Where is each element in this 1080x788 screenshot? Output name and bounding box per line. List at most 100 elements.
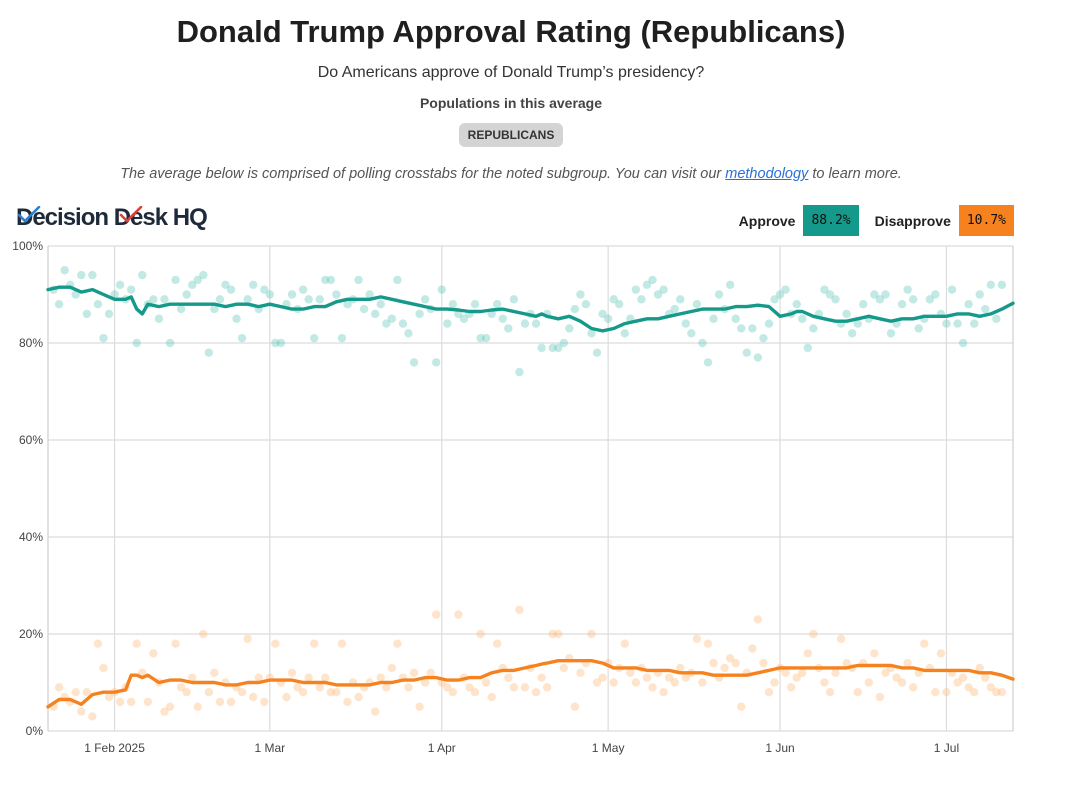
- ddhq-logo: Decision Desk HQ: [16, 203, 208, 233]
- approve-poll-dot: [132, 338, 141, 348]
- page-title: Donald Trump Approval Rating (Republican…: [176, 14, 846, 49]
- population-pill-republicans[interactable]: REPUBLICANS: [458, 123, 564, 147]
- approve-poll-dot: [798, 314, 807, 323]
- disapprove-poll-dot: [371, 707, 380, 716]
- approve-poll-dot: [565, 324, 574, 333]
- approve-poll-dot: [886, 329, 896, 338]
- disapprove-poll-dot: [559, 663, 568, 673]
- approve-poll-dot: [942, 319, 951, 328]
- disapprove-poll-dot: [210, 668, 219, 677]
- disapprove-poll-dot: [426, 668, 435, 677]
- approve-poll-dot: [476, 333, 485, 343]
- approve-poll-dot: [60, 266, 69, 275]
- approve-poll-dot: [437, 285, 446, 294]
- disapprove-poll-dot: [315, 683, 324, 692]
- disapprove-poll-dot: [531, 688, 541, 697]
- disapprove-poll-dot: [271, 639, 280, 648]
- disapprove-poll-dot: [609, 678, 618, 687]
- approve-poll-dot: [554, 343, 563, 353]
- disapprove-poll-dot: [387, 663, 397, 673]
- axis-labels-layer: 0% 20% 40% 60% 80% 100% 1 Feb 2025 1 Mar 1 Apr 1 …: [12, 239, 959, 755]
- disapprove-poll-dot: [659, 688, 668, 697]
- disapprove-poll-dot: [958, 673, 968, 682]
- approve-poll-dot: [842, 309, 851, 319]
- disapprove-poll-dot: [759, 658, 768, 668]
- approve-poll-dot: [420, 295, 430, 304]
- disapprove-poll-dot: [831, 668, 840, 677]
- disapprove-poll-dot: [908, 683, 918, 692]
- disapprove-poll-dot: [143, 697, 153, 707]
- disapprove-poll-dot: [443, 683, 452, 692]
- x-tick-label: 1 Jun: [765, 741, 794, 755]
- approve-poll-dot: [981, 304, 990, 314]
- disapprove-poll-dot: [71, 688, 80, 697]
- disapprove-poll-dot: [454, 610, 463, 619]
- disapprove-poll-dot: [537, 673, 546, 682]
- disapprove-poll-dot: [764, 688, 774, 697]
- disapprove-poll-dot: [997, 688, 1007, 697]
- approve-poll-dot: [271, 338, 280, 348]
- approve-poll-dot: [908, 295, 918, 304]
- y-tick-label: 40%: [19, 530, 43, 544]
- approve-poll-dot: [847, 329, 857, 338]
- approve-poll-dot: [781, 285, 790, 294]
- approve-poll-dot: [77, 270, 86, 280]
- disapprove-poll-dot: [282, 692, 291, 702]
- approve-poll-dot: [249, 280, 258, 289]
- disapprove-poll-dot: [187, 673, 197, 682]
- disapprove-poll-dot: [986, 683, 996, 692]
- disapprove-poll-dot: [692, 634, 702, 644]
- approve-poll-dot: [831, 295, 840, 304]
- approve-poll-dot: [615, 300, 624, 309]
- page-subtitle: Do Americans approve of Donald Trump’s p…: [317, 64, 705, 81]
- approve-poll-dot: [193, 275, 202, 285]
- approve-poll-dot: [165, 338, 175, 348]
- populations-heading: Populations in this average: [419, 95, 603, 111]
- disapprove-poll-dot: [648, 683, 657, 692]
- approve-poll-dot: [321, 275, 330, 285]
- disapprove-poll-dot: [304, 673, 313, 682]
- approve-poll-dot: [82, 309, 92, 319]
- approve-poll-dot: [687, 329, 696, 338]
- approve-poll-dot: [154, 314, 164, 323]
- approve-poll-dot: [742, 348, 751, 357]
- approve-poll-dot: [359, 304, 369, 314]
- disapprove-poll-dot: [698, 678, 707, 687]
- x-tick-label: 1 May: [592, 741, 625, 755]
- disapprove-poll-dot: [415, 702, 424, 711]
- approve-poll-dot: [354, 275, 363, 285]
- approve-poll-dot: [953, 319, 962, 328]
- approve-poll-dot: [653, 290, 663, 299]
- disapprove-poll-dot: [243, 634, 252, 644]
- disapprove-poll-dot: [842, 658, 851, 668]
- approve-poll-dot: [376, 300, 385, 309]
- population-pill-wrap: REPUBLICANS: [0, 123, 1022, 147]
- approve-poll-dot: [603, 314, 613, 323]
- disapprove-poll-dot: [509, 683, 519, 692]
- disapprove-poll-dot: [409, 668, 419, 677]
- disapprove-poll-dot: [132, 639, 141, 648]
- disapprove-poll-dot: [737, 702, 746, 711]
- disapprove-poll-dot: [936, 649, 946, 658]
- approve-poll-dot: [925, 295, 935, 304]
- approve-poll-dot: [515, 367, 524, 377]
- disapprove-poll-dot: [592, 678, 602, 687]
- disapprove-poll-dot: [964, 683, 973, 692]
- approve-poll-dot: [559, 338, 568, 348]
- disapprove-poll-dot: [321, 673, 330, 682]
- approve-poll-dot: [931, 290, 940, 299]
- approve-poll-dot: [520, 319, 530, 328]
- approve-poll-dot: [737, 324, 746, 333]
- approve-poll-dot: [260, 285, 269, 294]
- approve-poll-dot: [104, 309, 114, 319]
- disapprove-poll-dot: [875, 692, 885, 702]
- approve-poll-dot: [470, 300, 480, 309]
- approve-poll-dot: [199, 270, 208, 280]
- disapprove-poll-dot: [631, 678, 641, 687]
- methodology-link[interactable]: methodology: [725, 166, 809, 182]
- disapprove-poll-dot: [897, 678, 907, 687]
- approve-poll-dot: [393, 275, 402, 285]
- disapprove-poll-dot: [670, 678, 679, 687]
- disapprove-poll-dot: [343, 697, 352, 707]
- approve-poll-dot: [237, 333, 247, 343]
